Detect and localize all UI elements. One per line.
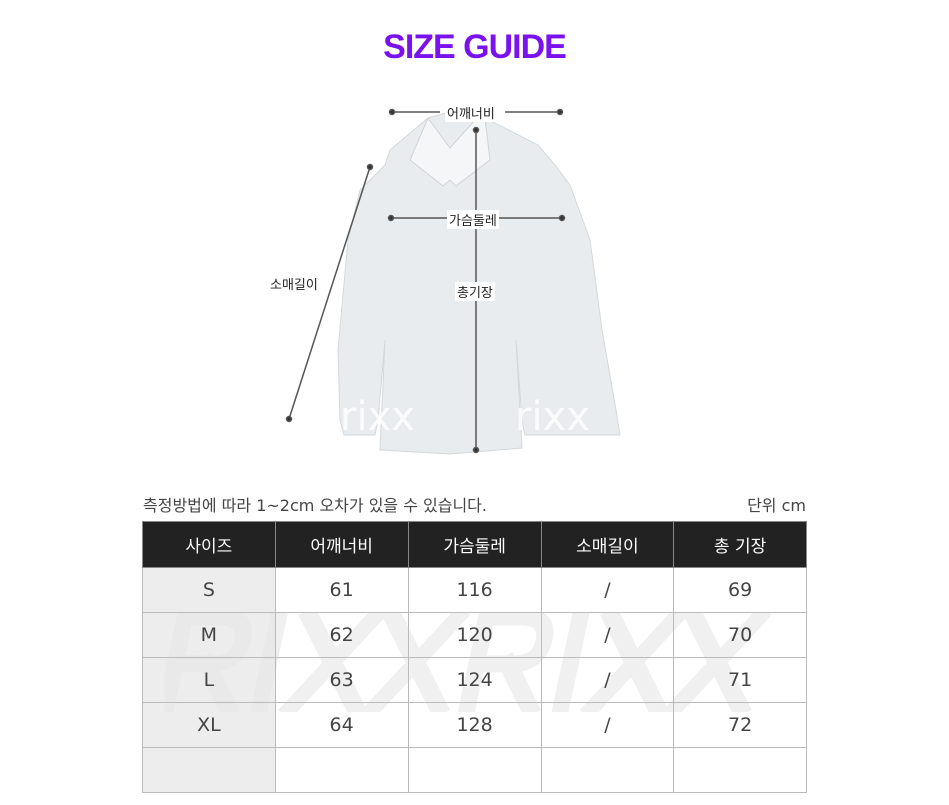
cell-length xyxy=(673,747,807,793)
header-shoulder: 어깨너비 xyxy=(274,521,409,568)
cell-sleeve: / xyxy=(540,657,675,703)
sleeve-label: 소매길이 xyxy=(268,274,320,293)
cell-sleeve: / xyxy=(540,612,675,658)
chest-label: 가슴둘레 xyxy=(447,210,499,229)
table-row xyxy=(142,747,807,793)
cell-shoulder: 63 xyxy=(274,657,409,703)
cell-chest: 124 xyxy=(407,657,542,703)
page-title: SIZE GUIDE xyxy=(383,28,567,66)
header-size: 사이즈 xyxy=(142,521,276,568)
header-chest: 가슴둘레 xyxy=(407,521,542,568)
table-row: L 63 124/71 xyxy=(142,657,807,703)
header-sleeve: 소매길이 xyxy=(540,521,675,568)
cell-chest: 116 xyxy=(407,567,542,613)
cell-sleeve: / xyxy=(540,567,675,613)
watermark-right: rixx xyxy=(515,394,590,440)
cell-chest: 120 xyxy=(407,612,542,658)
unit-label: 단위 cm xyxy=(747,496,806,515)
cell-size: L xyxy=(142,657,276,703)
cell-sleeve xyxy=(540,747,675,793)
cell-length: 71 xyxy=(673,657,807,703)
cell-length: 70 xyxy=(673,612,807,658)
table-row: XL 64 128/72 xyxy=(142,702,807,748)
cell-chest: 128 xyxy=(407,702,542,748)
table-row: S 61 116/69 xyxy=(142,567,807,613)
size-table: 사이즈 어깨너비 가슴둘레 소매길이 총 기장 S 61 116/69 M 62 120/… xyxy=(142,521,807,793)
header-length: 총 기장 xyxy=(673,521,807,568)
cell-shoulder: 61 xyxy=(274,567,409,613)
cell-length: 72 xyxy=(673,702,807,748)
cell-sleeve: / xyxy=(540,702,675,748)
cell-shoulder xyxy=(274,747,409,793)
cell-size: XL xyxy=(142,702,276,748)
cell-shoulder: 64 xyxy=(274,702,409,748)
measurement-note: 측정방법에 따라 1~2cm 오차가 있을 수 있습니다. xyxy=(143,496,487,515)
cell-shoulder: 62 xyxy=(274,612,409,658)
cell-chest xyxy=(407,747,542,793)
cell-length: 69 xyxy=(673,567,807,613)
watermark-left: rixx xyxy=(340,394,415,440)
table-row: M 62 120/70 xyxy=(142,612,807,658)
cell-size xyxy=(142,747,276,793)
length-label: 총기장 xyxy=(455,282,495,301)
table-header-row: 사이즈 어깨너비 가슴둘레 소매길이 총 기장 xyxy=(142,521,807,568)
shoulder-label: 어깨너비 xyxy=(445,103,497,122)
collar xyxy=(409,116,491,187)
cell-size: M xyxy=(142,612,276,658)
cell-size: S xyxy=(142,567,276,613)
